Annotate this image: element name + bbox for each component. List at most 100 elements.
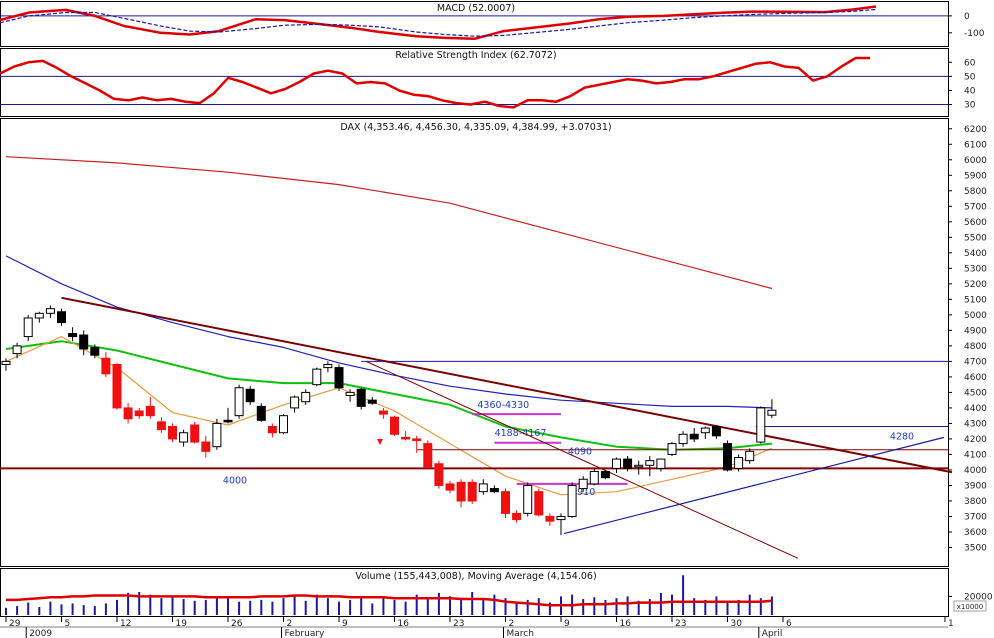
rsi-tick-label: 30 bbox=[964, 101, 976, 111]
price-axis-tick-label: 5200 bbox=[964, 280, 987, 290]
price-axis-tick-label: 5000 bbox=[964, 311, 987, 321]
candle-body bbox=[734, 457, 744, 469]
downtrend-line bbox=[61, 296, 953, 474]
candle-body bbox=[645, 460, 655, 466]
x-tick-label: 16 bbox=[620, 619, 632, 629]
candle-body bbox=[445, 483, 455, 491]
moving-average-4 bbox=[5, 336, 773, 496]
rsi-title: Relative Strength Index (62.7072) bbox=[395, 50, 556, 61]
candle-body bbox=[156, 421, 166, 431]
candle-body bbox=[323, 363, 333, 369]
candle-body bbox=[767, 409, 777, 416]
candle-body bbox=[123, 407, 133, 420]
candle-body bbox=[112, 363, 122, 409]
candle-body bbox=[267, 426, 277, 434]
candle-body bbox=[179, 432, 189, 443]
month-label: April bbox=[762, 629, 783, 638]
candle-body bbox=[501, 491, 510, 514]
x-tick-label: 26 bbox=[231, 619, 243, 629]
x-tick-label: 9 bbox=[342, 619, 348, 629]
candle-body bbox=[634, 464, 644, 468]
price-axis-tick-label: 3600 bbox=[964, 528, 987, 538]
candle-body bbox=[201, 441, 211, 452]
price-axis-tick-label: 3500 bbox=[964, 543, 987, 553]
rsi-tick-label: 40 bbox=[964, 86, 976, 96]
price-axis-tick-label: 4000 bbox=[964, 466, 987, 476]
price-axis-tick-label: 5300 bbox=[964, 264, 987, 274]
candle-body bbox=[356, 388, 366, 407]
macd-tick-label: 0 bbox=[964, 12, 970, 22]
zone-label-3910: 3910 bbox=[571, 487, 595, 498]
x-tick-label: 12 bbox=[120, 619, 131, 629]
rsi-line bbox=[0, 56, 870, 109]
candle-body bbox=[301, 391, 311, 403]
price-axis-tick-label: 4700 bbox=[964, 357, 987, 367]
price-axis-tick-label: 3800 bbox=[964, 497, 987, 507]
zone-label-4360: 4360-4330 bbox=[477, 400, 529, 411]
price-axis-tick-label: 4400 bbox=[964, 404, 987, 414]
x-tick-label: 19 bbox=[176, 619, 188, 629]
candle-body bbox=[667, 443, 677, 455]
candle-body bbox=[745, 450, 755, 462]
candle-body bbox=[534, 491, 544, 516]
volume-ma-line bbox=[6, 594, 773, 607]
price-axis-tick-label: 4800 bbox=[964, 342, 987, 352]
candle-body bbox=[256, 405, 266, 421]
candle-body bbox=[79, 334, 89, 350]
x-tick-label: 1 bbox=[948, 619, 954, 629]
candle-body bbox=[623, 458, 633, 469]
volume-unit-box bbox=[953, 600, 987, 612]
macd-title: MACD (52.0007) bbox=[437, 3, 515, 14]
candle-body bbox=[290, 396, 300, 409]
x-tick-label: 5 bbox=[65, 619, 71, 629]
candle-body bbox=[12, 345, 22, 355]
price-axis-tick-label: 4100 bbox=[964, 450, 987, 460]
price-axis-tick-label: 4200 bbox=[964, 435, 987, 445]
candle-body bbox=[45, 308, 55, 314]
volume-title: Volume (155,443,008), Moving Average (4,… bbox=[355, 571, 596, 582]
resistance-label-4280: 4280 bbox=[890, 432, 914, 443]
x-tick-label: 2 bbox=[509, 619, 515, 629]
candle-body bbox=[134, 410, 144, 417]
zone-label-4175: 4188-4167 bbox=[495, 428, 547, 439]
candle-body bbox=[656, 458, 666, 469]
macd-series-signal bbox=[0, 8, 877, 37]
candle-body bbox=[312, 368, 322, 386]
support-label-4000: 4000 bbox=[223, 475, 247, 486]
candle-body bbox=[434, 463, 444, 486]
candle-body bbox=[212, 422, 222, 448]
price-axis-tick-label: 4300 bbox=[964, 419, 987, 429]
candle-body bbox=[723, 443, 732, 471]
volume-unit-label: x10000 bbox=[957, 603, 983, 611]
steep-downtrend-line bbox=[365, 360, 799, 559]
candle-body bbox=[467, 481, 477, 502]
price-axis-tick-label: 5700 bbox=[964, 202, 987, 212]
panel-frame-macd bbox=[0, 1, 949, 47]
candle-body bbox=[600, 470, 610, 479]
candle-body bbox=[245, 388, 255, 403]
candle-body bbox=[700, 427, 710, 434]
candle-body bbox=[57, 311, 66, 324]
candle-body bbox=[190, 424, 200, 443]
price-axis-tick-label: 5100 bbox=[964, 295, 987, 305]
candle-body bbox=[1, 360, 11, 365]
zone-label-4090: 4090 bbox=[568, 446, 592, 457]
candle-body bbox=[456, 481, 466, 502]
candle-body bbox=[401, 436, 411, 440]
month-label: February bbox=[285, 629, 326, 638]
candle-body bbox=[556, 515, 566, 521]
candle-body bbox=[101, 357, 111, 375]
candle-body bbox=[223, 419, 233, 423]
candle-body bbox=[334, 367, 344, 389]
x-tick-label: 30 bbox=[731, 619, 743, 629]
candle-body bbox=[168, 426, 177, 440]
candle-body bbox=[589, 470, 599, 485]
candle-body bbox=[345, 391, 355, 397]
down-arrow-icon bbox=[377, 439, 383, 445]
candle-body bbox=[378, 410, 388, 415]
panel-frame-price bbox=[0, 118, 949, 567]
price-axis-tick-label: 5900 bbox=[964, 171, 987, 181]
candle-body bbox=[390, 416, 399, 435]
